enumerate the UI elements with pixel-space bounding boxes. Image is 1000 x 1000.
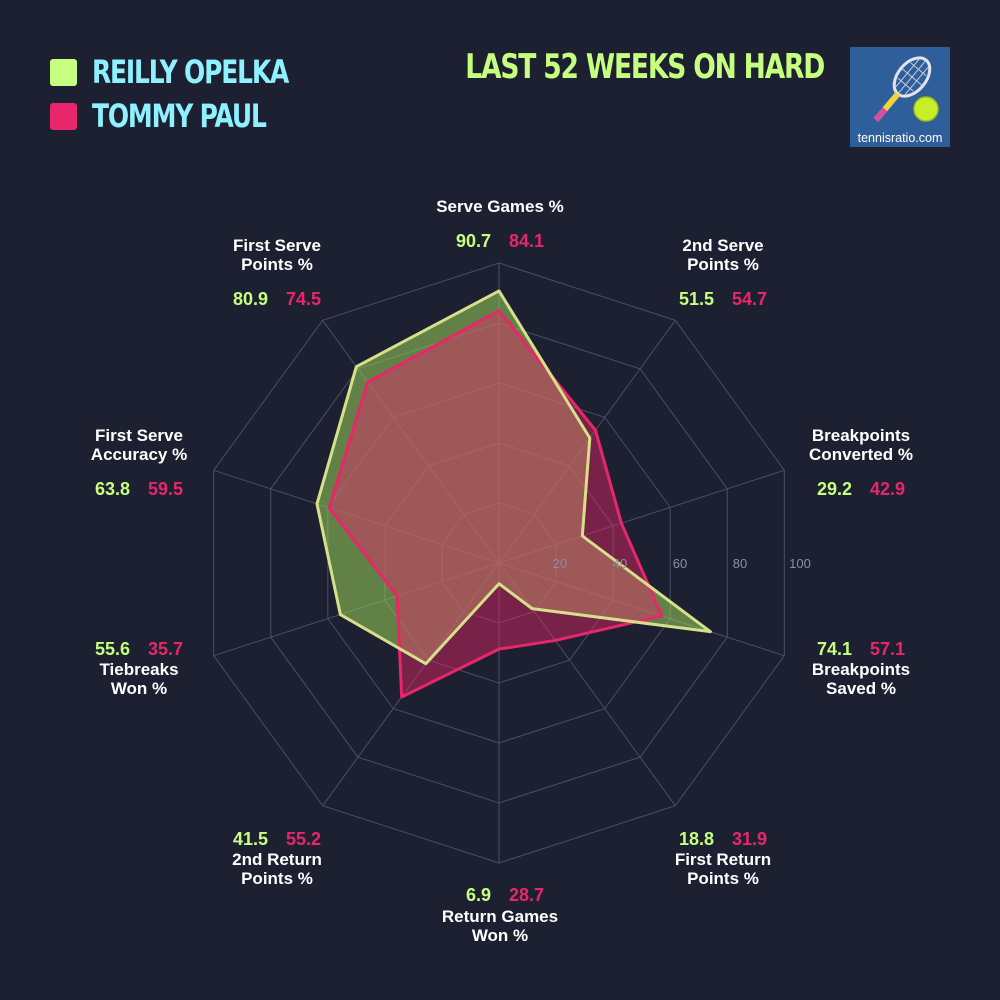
logo-text: tennisratio.com [857, 131, 943, 145]
axis-label: First Serve [233, 236, 321, 255]
axis-label: 2nd Return [232, 850, 322, 869]
value-label-paul: 31.9 [732, 829, 767, 849]
legend-label-opelka: REILLY OPELKA [92, 53, 289, 91]
axis-label: 2nd Serve [682, 236, 763, 255]
value-label-opelka: 18.8 [679, 829, 714, 849]
legend-label-paul: TOMMY PAUL [92, 97, 267, 135]
tick-label: 20 [553, 556, 567, 571]
axis-label: Points % [687, 869, 759, 888]
legend: REILLY OPELKA TOMMY PAUL [50, 50, 343, 138]
tick-label: 40 [613, 556, 627, 571]
axis-label: First Return [675, 850, 771, 869]
axis-label: Won % [111, 679, 167, 698]
value-label-paul: 54.7 [732, 289, 767, 309]
value-label-opelka: 63.8 [95, 479, 130, 499]
chart-subtitle: LAST 52 WEEKS ON HARD [465, 47, 825, 87]
axis-label: Return Games [442, 907, 558, 926]
axis-label: Saved % [826, 679, 896, 698]
axis-label: Won % [472, 926, 528, 945]
axis-label: Points % [241, 869, 313, 888]
legend-item-opelka: REILLY OPELKA [50, 50, 343, 94]
tick-label: 100 [789, 556, 811, 571]
tennisratio-logo[interactable]: tennisratio.com [850, 47, 950, 147]
legend-swatch-paul [50, 102, 77, 130]
value-label-opelka: 90.7 [456, 231, 491, 251]
axis-label: Points % [241, 255, 313, 274]
axis-label: Converted % [809, 445, 913, 464]
value-label-opelka: 74.1 [817, 639, 852, 659]
racket-icon [850, 47, 950, 147]
axis-label: First Serve [95, 426, 183, 445]
value-label-opelka: 29.2 [817, 479, 852, 499]
value-label-paul: 84.1 [509, 231, 544, 251]
value-label-opelka: 41.5 [233, 829, 268, 849]
axis-label: Breakpoints [812, 660, 910, 679]
value-label-paul: 57.1 [870, 639, 905, 659]
tick-label: 80 [733, 556, 747, 571]
axis-label: Tiebreaks [99, 660, 178, 679]
radar-series [315, 289, 712, 699]
axis-label: Serve Games % [436, 197, 564, 216]
series-area-opelka [316, 290, 711, 664]
value-label-paul: 42.9 [870, 479, 905, 499]
value-label-paul: 35.7 [148, 639, 183, 659]
axis-label: Accuracy % [91, 445, 187, 464]
value-label-opelka: 6.9 [466, 885, 491, 905]
axis-label: Points % [687, 255, 759, 274]
series-line-paul [327, 309, 664, 699]
value-label-opelka: 80.9 [233, 289, 268, 309]
value-label-paul: 74.5 [286, 289, 321, 309]
axis-label: Breakpoints [812, 426, 910, 445]
legend-item-paul: TOMMY PAUL [50, 94, 343, 138]
series-line-opelka [315, 289, 712, 666]
value-label-paul: 55.2 [286, 829, 321, 849]
value-label-paul: 28.7 [509, 885, 544, 905]
legend-swatch-opelka [50, 58, 77, 86]
value-label-opelka: 55.6 [95, 639, 130, 659]
tick-label: 60 [673, 556, 687, 571]
series-area-paul [329, 310, 662, 697]
radar-ticks: 20 40 60 80 100 [553, 556, 811, 571]
value-label-paul: 59.5 [148, 479, 183, 499]
value-label-opelka: 51.5 [679, 289, 714, 309]
